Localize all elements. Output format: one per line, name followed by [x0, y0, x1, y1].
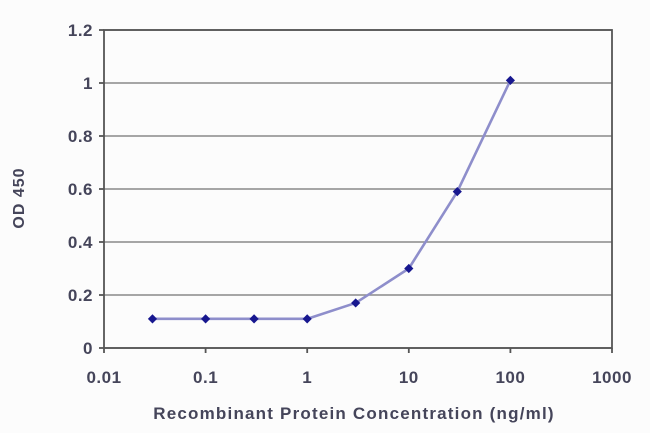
data-point-diamond — [404, 263, 414, 274]
x-axis-title: Recombinant Protein Concentration (ng/ml… — [153, 404, 555, 423]
y-axis-title: OD 450 — [11, 167, 28, 229]
data-point-diamond — [201, 314, 211, 324]
data-point-diamond — [452, 187, 462, 197]
x-tick-label: 10 — [399, 368, 419, 387]
x-tick-label: 1 — [302, 368, 312, 387]
y-tick-label: 1.2 — [68, 21, 93, 40]
data-point-diamond — [302, 314, 312, 324]
y-tick-label: 0 — [83, 339, 93, 358]
y-tick-label: 0.2 — [68, 286, 93, 305]
data-points — [147, 75, 515, 324]
series-line — [151, 79, 512, 321]
x-tick-label: 0.1 — [193, 368, 218, 387]
data-point-diamond — [505, 75, 515, 85]
x-tick-label: 1000 — [592, 368, 632, 387]
data-point-diamond — [147, 314, 158, 324]
tick-labels: 0 0.2 0.4 0.6 0.8 1 1.2 0.01 0.1 1 10 100 1000 — [68, 21, 632, 387]
y-tick-label: 1 — [83, 74, 93, 93]
y-tick-label: 0.6 — [68, 180, 93, 199]
y-tick-label: 0.8 — [68, 127, 93, 146]
data-point-diamond — [249, 314, 259, 324]
axis-ticks — [99, 29, 613, 353]
data-point-diamond — [351, 298, 361, 308]
x-tick-label: 100 — [495, 368, 525, 387]
x-tick-label: 0.01 — [86, 368, 121, 387]
y-tick-label: 0.4 — [68, 233, 93, 252]
